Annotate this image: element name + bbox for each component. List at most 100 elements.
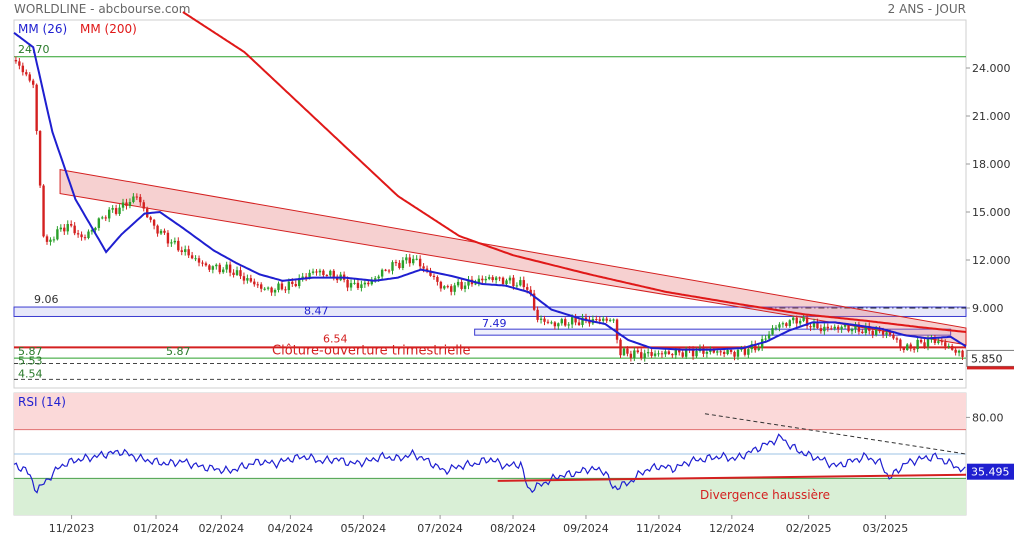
candle-body: [498, 277, 501, 279]
candle-body: [280, 283, 284, 290]
rsi-y-tick-label: 80.00: [972, 411, 1004, 424]
candle-body: [836, 326, 840, 330]
candle-body: [636, 350, 639, 353]
mm26-line: [13, 31, 967, 351]
candle-body: [633, 350, 636, 358]
candle-body: [577, 322, 581, 325]
candle-body: [764, 338, 767, 340]
candle-body: [187, 249, 190, 256]
candle-body: [726, 349, 729, 355]
candle-body: [912, 348, 916, 350]
candle-body: [128, 201, 132, 207]
candle-body: [881, 331, 885, 335]
candle-body: [25, 72, 28, 75]
candle-body: [311, 271, 315, 273]
candle-body: [733, 351, 736, 357]
candle-body: [512, 277, 515, 287]
candle-body: [173, 240, 177, 243]
candle-body: [722, 351, 726, 355]
candle-body: [97, 218, 101, 228]
candle-body: [536, 309, 539, 320]
candle-body: [798, 320, 802, 324]
candle-body: [626, 348, 629, 354]
candle-body: [318, 270, 322, 273]
candle-body: [387, 270, 391, 272]
level-label-5-87-left: 5.87: [18, 345, 43, 358]
candle-body: [94, 227, 97, 231]
candle-body: [394, 262, 398, 264]
candle-body: [605, 318, 608, 321]
candle-body: [118, 207, 121, 214]
candle-body: [367, 282, 370, 285]
candle-body: [812, 322, 816, 328]
candle-body: [615, 319, 619, 340]
rsi-resistance-dashed-line: [704, 413, 967, 455]
candle-body: [453, 285, 456, 292]
candle-body: [874, 329, 878, 335]
candle-body: [526, 287, 529, 290]
candle-body: [608, 319, 612, 321]
candle-body: [581, 317, 584, 325]
x-tick-label: 04/2024: [268, 522, 314, 535]
candle-body: [63, 227, 66, 232]
candle-body: [695, 350, 698, 357]
candle-body: [940, 341, 944, 343]
candle-body: [612, 319, 615, 321]
candle-body: [785, 323, 788, 326]
candle-body: [919, 339, 923, 343]
candle-body: [76, 233, 80, 235]
candle-body: [277, 283, 280, 290]
candle-body: [574, 317, 577, 323]
candle-body: [505, 280, 508, 285]
candle-body: [121, 202, 125, 208]
candle-body: [45, 236, 49, 242]
candle-body: [59, 227, 63, 230]
candle-body: [211, 266, 215, 270]
candle-body: [650, 352, 653, 356]
candle-body: [681, 352, 684, 357]
candle-body: [888, 332, 892, 335]
candle-body: [322, 270, 325, 276]
candle-body: [446, 286, 449, 288]
candle-body: [308, 272, 311, 278]
candle-body: [729, 349, 733, 352]
x-tick-label: 12/2024: [709, 522, 755, 535]
candle-body: [906, 344, 909, 350]
candle-body: [871, 330, 874, 335]
candle-body: [111, 208, 114, 210]
candle-body: [398, 262, 401, 268]
candle-body: [215, 264, 218, 267]
candle-body: [149, 217, 152, 220]
candle-body: [664, 351, 667, 355]
candle-body: [598, 319, 601, 321]
candle-body: [543, 318, 546, 322]
candle-body: [716, 351, 719, 353]
candle-body: [38, 131, 42, 186]
candle-body: [401, 260, 405, 268]
candle-body: [412, 258, 415, 264]
candle-body: [771, 328, 774, 335]
candle-body: [256, 284, 259, 286]
candle-body: [384, 269, 387, 271]
candle-body: [177, 240, 180, 251]
candle-body: [560, 319, 563, 324]
candle-body: [747, 349, 750, 355]
candle-body: [42, 185, 45, 237]
candle-body: [501, 277, 505, 285]
candle-body: [481, 278, 484, 281]
candle-body: [273, 289, 277, 293]
x-tick-label: 02/2025: [786, 522, 832, 535]
candle-body: [833, 326, 836, 329]
level-band-8-47: [13, 306, 967, 317]
candle-body: [947, 346, 950, 348]
candle-body: [619, 339, 622, 356]
candle-body: [653, 353, 657, 356]
candle-body: [463, 285, 467, 289]
candle-body: [377, 276, 380, 279]
descending-channel: [59, 169, 967, 346]
rsi-divergence-line: [497, 473, 967, 482]
candle-body: [840, 326, 843, 330]
candle-body: [114, 208, 118, 214]
rsi-value-badge: [967, 463, 1014, 480]
level-box-7-49: [474, 328, 952, 336]
